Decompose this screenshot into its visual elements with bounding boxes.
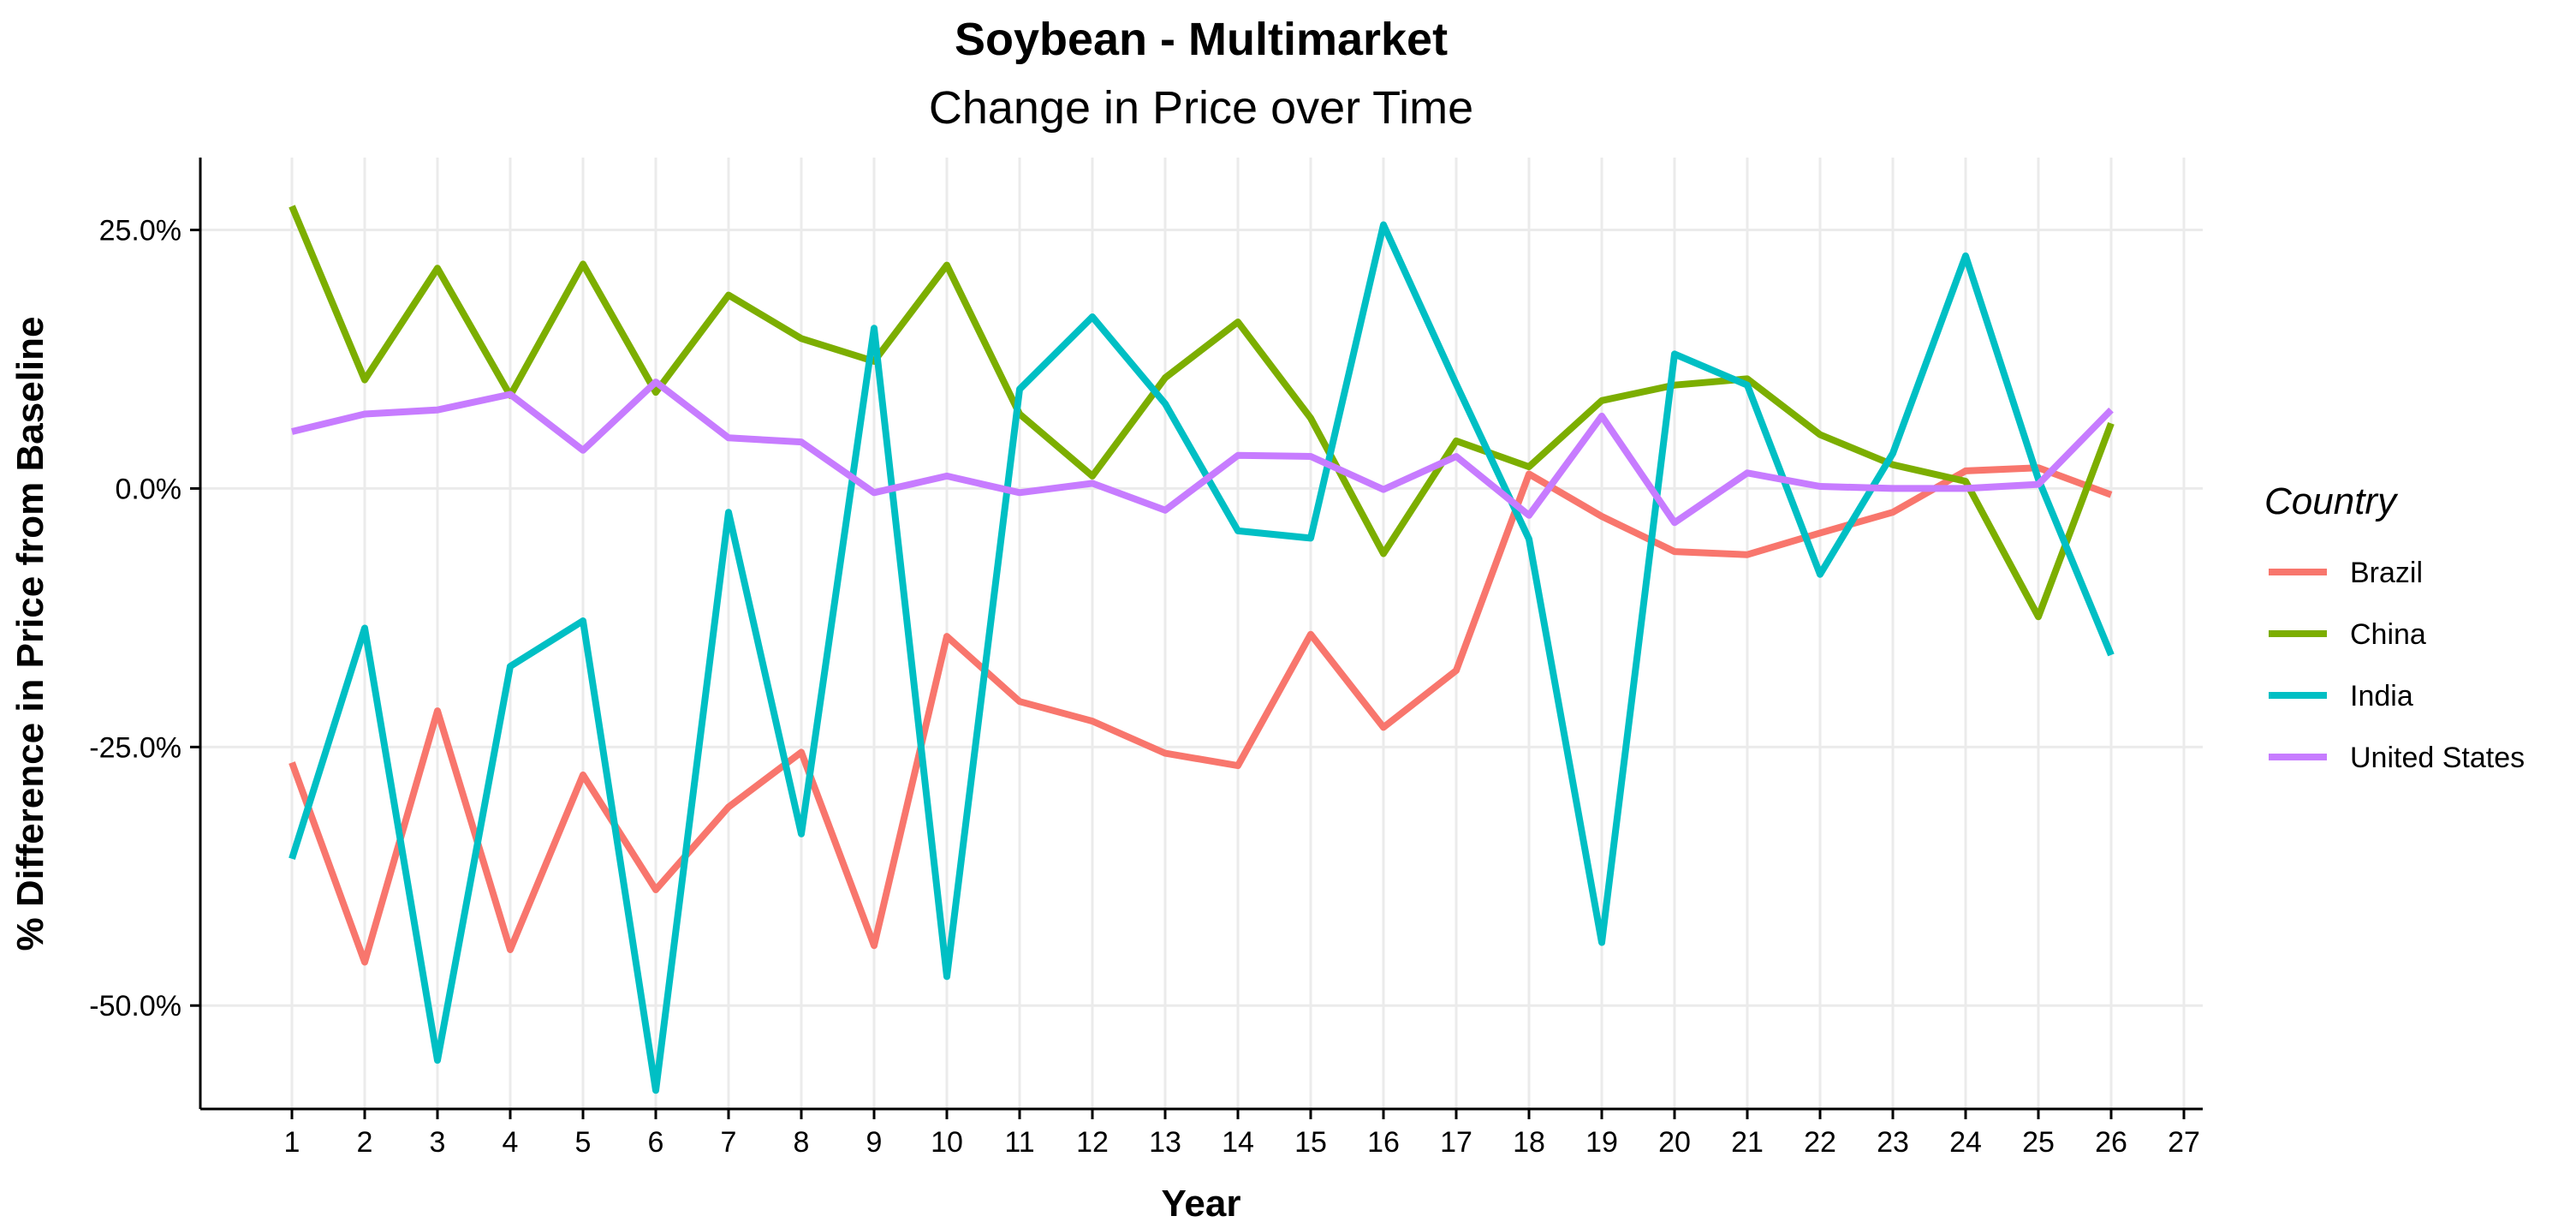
chart-title: Soybean - Multimarket bbox=[955, 14, 1448, 65]
x-axis-title: Year bbox=[1162, 1183, 1241, 1225]
x-tick-label: 1 bbox=[284, 1126, 300, 1159]
x-tick-label: 20 bbox=[1658, 1126, 1691, 1159]
legend-title: Country bbox=[2264, 480, 2399, 522]
y-tick-label: 25.0% bbox=[99, 215, 181, 247]
x-tick-label: 16 bbox=[1367, 1126, 1400, 1159]
series-line-china bbox=[289, 205, 2115, 621]
x-tick-label: 23 bbox=[1877, 1126, 1909, 1159]
legend-label: China bbox=[2350, 618, 2426, 651]
x-tick-label: 21 bbox=[1731, 1126, 1764, 1159]
x-tick-label: 19 bbox=[1585, 1126, 1618, 1159]
x-tick-label: 17 bbox=[1440, 1126, 1472, 1159]
gridlines bbox=[200, 158, 2203, 1109]
y-tick-label: -50.0% bbox=[89, 990, 181, 1022]
x-tick-label: 8 bbox=[794, 1126, 810, 1159]
x-tick-label: 9 bbox=[866, 1126, 883, 1159]
series-line-india bbox=[289, 221, 2115, 1094]
y-tick-label: -25.0% bbox=[89, 731, 181, 764]
x-tick-label: 18 bbox=[1513, 1126, 1545, 1159]
x-tick-label: 13 bbox=[1149, 1126, 1181, 1159]
legend-label: India bbox=[2350, 680, 2413, 712]
legend-label: United States bbox=[2350, 742, 2525, 774]
x-tick-label: 14 bbox=[1222, 1126, 1254, 1159]
x-tick-label: 5 bbox=[575, 1126, 592, 1159]
axis-ticks: 1 2 3 4 5 6 7 8 9 10 11 12 13 14 15 16 17 18 19 20 21 22 23 24 2… bbox=[89, 215, 2200, 1159]
x-tick-label: 10 bbox=[931, 1126, 963, 1159]
legend: Country Brazil China India United States bbox=[2264, 480, 2525, 774]
x-tick-label: 11 bbox=[1004, 1126, 1034, 1159]
x-tick-label: 26 bbox=[2095, 1126, 2127, 1159]
x-tick-label: 24 bbox=[1949, 1126, 1982, 1159]
legend-label: Brazil bbox=[2350, 557, 2423, 589]
x-tick-label: 7 bbox=[721, 1126, 737, 1159]
x-tick-label: 27 bbox=[2168, 1126, 2200, 1159]
chart-subtitle: Change in Price over Time bbox=[929, 82, 1473, 134]
x-tick-label: 25 bbox=[2022, 1126, 2055, 1159]
x-tick-label: 15 bbox=[1294, 1126, 1327, 1159]
x-tick-label: 2 bbox=[357, 1126, 373, 1159]
x-tick-label: 4 bbox=[503, 1126, 519, 1159]
x-tick-label: 22 bbox=[1804, 1126, 1836, 1159]
x-tick-label: 12 bbox=[1076, 1126, 1109, 1159]
x-tick-label: 6 bbox=[648, 1126, 664, 1159]
y-tick-label: 0.0% bbox=[116, 473, 182, 505]
series-lines bbox=[289, 205, 2115, 1094]
y-axis-title: % Difference in Price from Baseline bbox=[9, 317, 51, 951]
series-line-united-states bbox=[291, 379, 2114, 527]
x-tick-label: 3 bbox=[430, 1126, 446, 1159]
